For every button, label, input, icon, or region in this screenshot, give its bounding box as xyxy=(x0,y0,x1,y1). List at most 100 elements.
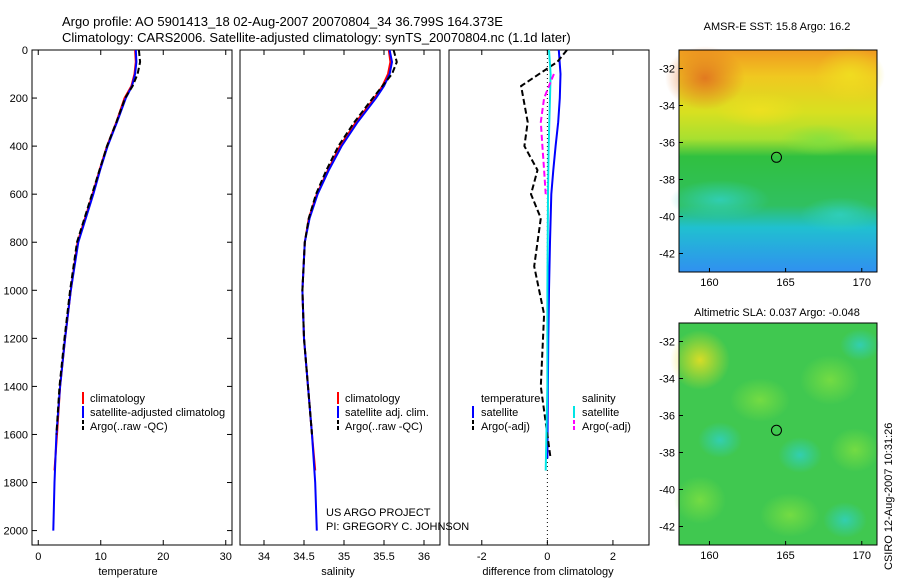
series-line-argo-raw-qc xyxy=(301,49,398,435)
legend-label-satellite-adjusted: satellite-adjusted climatolog xyxy=(90,407,225,419)
x-tick-label: 34 xyxy=(258,551,270,563)
sla-patch xyxy=(674,476,726,524)
map-y-tick-label: -38 xyxy=(659,448,675,460)
sla-low-patch xyxy=(823,502,867,538)
salinity-panel-frame xyxy=(239,49,441,546)
temperature-xlabel: temperature xyxy=(98,566,157,578)
map-y-tick-label: -32 xyxy=(659,337,675,349)
temperature-panel-frame xyxy=(31,49,233,546)
map-y-tick-label: -42 xyxy=(659,249,675,261)
y-tick-label: 2000 xyxy=(4,526,28,538)
y-tick-label: 1800 xyxy=(4,478,28,490)
map-y-tick-label: -32 xyxy=(659,64,675,76)
x-tick-label: 20 xyxy=(157,551,169,563)
argo-position-marker xyxy=(770,424,782,436)
x-tick-label: 35.5 xyxy=(373,551,394,563)
map-x-tick-label: 165 xyxy=(776,277,794,289)
x-tick-label: 2 xyxy=(610,551,616,563)
figure-title-line2: Climatology: CARS2006. Satellite-adjuste… xyxy=(62,30,571,45)
sla-low-patch xyxy=(698,422,742,458)
argo-position-marker xyxy=(770,151,782,163)
x-tick-label: 30 xyxy=(220,551,232,563)
legend-label-climatology: climatology xyxy=(90,393,146,405)
y-tick-label: 1000 xyxy=(4,285,28,297)
legend-label-climatology: climatology xyxy=(345,393,401,405)
sla-map-title: Altimetric SLA: 0.037 Argo: -0.048 xyxy=(694,307,860,319)
map-y-tick-label: -42 xyxy=(659,522,675,534)
map-x-tick-label: 160 xyxy=(700,550,718,562)
map-x-tick-label: 170 xyxy=(853,550,871,562)
x-tick-label: 10 xyxy=(95,551,107,563)
difference-legend: temperature satellite Argo(-adj) salinit… xyxy=(472,393,631,433)
legend-title-temperature: temperature xyxy=(481,393,540,405)
map-y-tick-label: -40 xyxy=(659,485,675,497)
y-tick-label: 400 xyxy=(10,141,28,153)
series-line-argo-adj xyxy=(539,73,555,195)
sst-map-frame xyxy=(678,49,878,273)
sla-patch xyxy=(760,493,820,537)
difference-panel: -2 0 2 difference from climatology tempera… xyxy=(448,49,650,578)
csiro-timestamp: CSIRO 12-Aug-2007 10:31:26 xyxy=(883,423,895,570)
sst-map: AMSR-E SST: 15.8 Argo: 16.2 160 165 170 -32… xyxy=(659,21,885,289)
x-tick-label: 34.5 xyxy=(293,551,314,563)
y-tick-label: 1400 xyxy=(4,381,28,393)
y-tick-label: 0 xyxy=(22,45,28,57)
salinity-xlabel: salinity xyxy=(321,566,355,578)
y-tick-label: 200 xyxy=(10,93,28,105)
sla-map-frame xyxy=(678,322,878,546)
difference-xlabel: difference from climatology xyxy=(482,566,614,578)
legend-label-satellite-adj: satellite adj. clim. xyxy=(345,407,429,419)
y-tick-label: 800 xyxy=(10,237,28,249)
temperature-legend: climatology satellite-adjusted climatolo… xyxy=(82,392,225,433)
series-line-satellite xyxy=(544,49,552,471)
legend-label-argo: Argo(..raw -QC) xyxy=(90,421,168,433)
sst-warm-patch xyxy=(815,47,885,103)
sst-patch xyxy=(780,124,860,156)
map-y-tick-label: -36 xyxy=(659,411,675,423)
project-line2: PI: GREGORY C. JOHNSON xyxy=(326,521,469,533)
legend-label-temp-argo: Argo(-adj) xyxy=(481,421,530,433)
map-y-tick-label: -38 xyxy=(659,175,675,187)
sla-map: Altimetric SLA: 0.037 Argo: -0.048 160 16… xyxy=(659,307,880,562)
map-y-tick-label: -40 xyxy=(659,212,675,224)
map-y-tick-label: -34 xyxy=(659,101,675,113)
sla-low-patch xyxy=(840,329,880,361)
series-line-satellite-adj-clim xyxy=(301,49,394,531)
sla-low-patch xyxy=(778,437,822,473)
map-y-tick-label: -34 xyxy=(659,374,675,386)
series-line-satellite-adjusted-climatolog xyxy=(52,49,138,531)
map-y-tick-label: -36 xyxy=(659,138,675,150)
sst-field xyxy=(665,46,885,272)
y-tick-label: 600 xyxy=(10,189,28,201)
sla-high-patch xyxy=(670,330,730,390)
sla-field xyxy=(670,323,880,545)
figure-title-line1: Argo profile: AO 5901413_18 02-Aug-2007 … xyxy=(62,14,503,29)
series-line-argo-raw-qc xyxy=(55,49,142,435)
sst-warm-patch xyxy=(665,46,745,110)
legend-label-temp-satellite: satellite xyxy=(481,407,518,419)
y-tick-label: 1200 xyxy=(4,333,28,345)
x-tick-label: -2 xyxy=(477,551,487,563)
project-line1: US ARGO PROJECT xyxy=(326,507,431,519)
sst-map-title: AMSR-E SST: 15.8 Argo: 16.2 xyxy=(704,21,851,33)
sst-cool-patch xyxy=(670,180,770,220)
sst-warm-patch xyxy=(715,92,805,128)
x-tick-label: 36 xyxy=(418,551,430,563)
temperature-panel: 0 10 20 30 0 200 400 600 800 1000 1200 1400 1600 1800… xyxy=(4,45,233,578)
sla-patch xyxy=(800,355,860,405)
legend-label-sal-argo: Argo(-adj) xyxy=(582,421,631,433)
sla-patch xyxy=(830,428,880,472)
x-tick-label: 0 xyxy=(35,551,41,563)
legend-label-argo: Argo(..raw -QC) xyxy=(345,421,423,433)
salinity-legend: climatology satellite adj. clim. Argo(..… xyxy=(337,392,429,433)
sla-patch xyxy=(730,378,790,422)
legend-title-salinity: salinity xyxy=(582,393,616,405)
series-line-argo-adj xyxy=(519,49,568,459)
sst-cool-patch xyxy=(800,197,880,233)
map-x-tick-label: 160 xyxy=(700,277,718,289)
salinity-panel: 34 34.5 35 35.5 36 salinity climatology sate… xyxy=(239,49,469,578)
map-x-tick-label: 170 xyxy=(853,277,871,289)
x-tick-label: 35 xyxy=(338,551,350,563)
map-x-tick-label: 165 xyxy=(776,550,794,562)
